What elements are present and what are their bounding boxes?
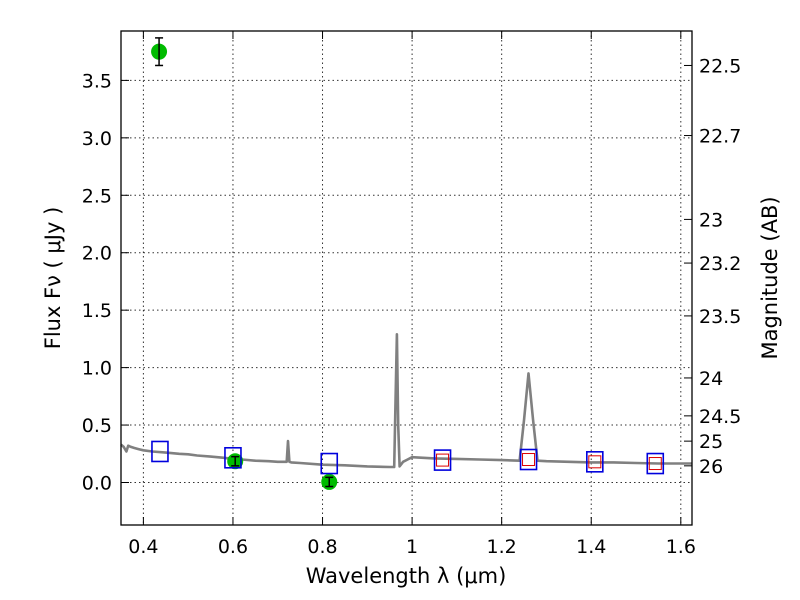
model-photometry-square	[224, 446, 242, 469]
model-photometry-square	[151, 440, 169, 463]
y-right-tick-label: 23	[699, 209, 723, 231]
y-right-tick-label: 24.5	[699, 406, 741, 428]
plot-frame	[120, 30, 693, 526]
y-right-tick-label: 25	[699, 431, 723, 453]
y-right-tick-label: 24	[699, 368, 723, 390]
x-tick-label: 0.8	[307, 536, 337, 558]
y-tick-label: 0.0	[82, 472, 112, 494]
spectrum-line	[120, 332, 692, 469]
grid-lines	[121, 31, 692, 525]
x-tick-label: 1.6	[666, 536, 696, 558]
x-tick-label: 1.4	[576, 536, 606, 558]
marker-layer	[151, 37, 665, 490]
y-tick-label: 1.5	[82, 300, 112, 322]
axis-ticks	[121, 31, 692, 525]
y-right-tick-label: 23.5	[699, 306, 741, 328]
model-photometry-square	[646, 452, 665, 475]
y-axis-right-label: Magnitude (AB)	[758, 196, 782, 359]
band-flux-square	[436, 453, 450, 467]
y-tick-label: 2.0	[82, 243, 112, 265]
y-right-tick-label: 23.2	[699, 253, 741, 275]
model-photometry-square	[519, 448, 538, 471]
y-tick-label: 1.0	[82, 358, 112, 380]
tick-labels: 0.4 0.6 0.8 1 1.2 1.4 1.6 0.0 0.5 1.0 1.5 2.0 2.5 3.0…	[82, 55, 742, 558]
band-flux-square	[588, 455, 602, 469]
y-axis-label: Flux Fν ( μJy )	[41, 207, 65, 350]
x-tick-label: 0.4	[128, 536, 158, 558]
y-tick-label: 0.5	[82, 415, 112, 437]
y-right-tick-label: 22.5	[699, 55, 741, 77]
spectrum-layer	[120, 332, 692, 469]
y-right-tick-label: 22.7	[699, 126, 741, 148]
y-tick-label: 2.5	[82, 185, 112, 207]
x-tick-label: 1	[406, 536, 418, 558]
model-photometry-square	[320, 452, 339, 475]
y-right-tick-label: 26	[699, 456, 723, 478]
band-flux-square	[522, 453, 536, 467]
x-tick-label: 0.6	[218, 536, 248, 558]
band-flux-square	[648, 457, 662, 471]
model-photometry-square	[586, 451, 604, 473]
x-axis-label: Wavelength λ (μm)	[306, 564, 507, 588]
x-tick-label: 1.2	[487, 536, 517, 558]
model-photometry-square	[433, 449, 452, 471]
y-tick-label: 3.0	[82, 128, 112, 150]
y-tick-label: 3.5	[82, 70, 112, 92]
